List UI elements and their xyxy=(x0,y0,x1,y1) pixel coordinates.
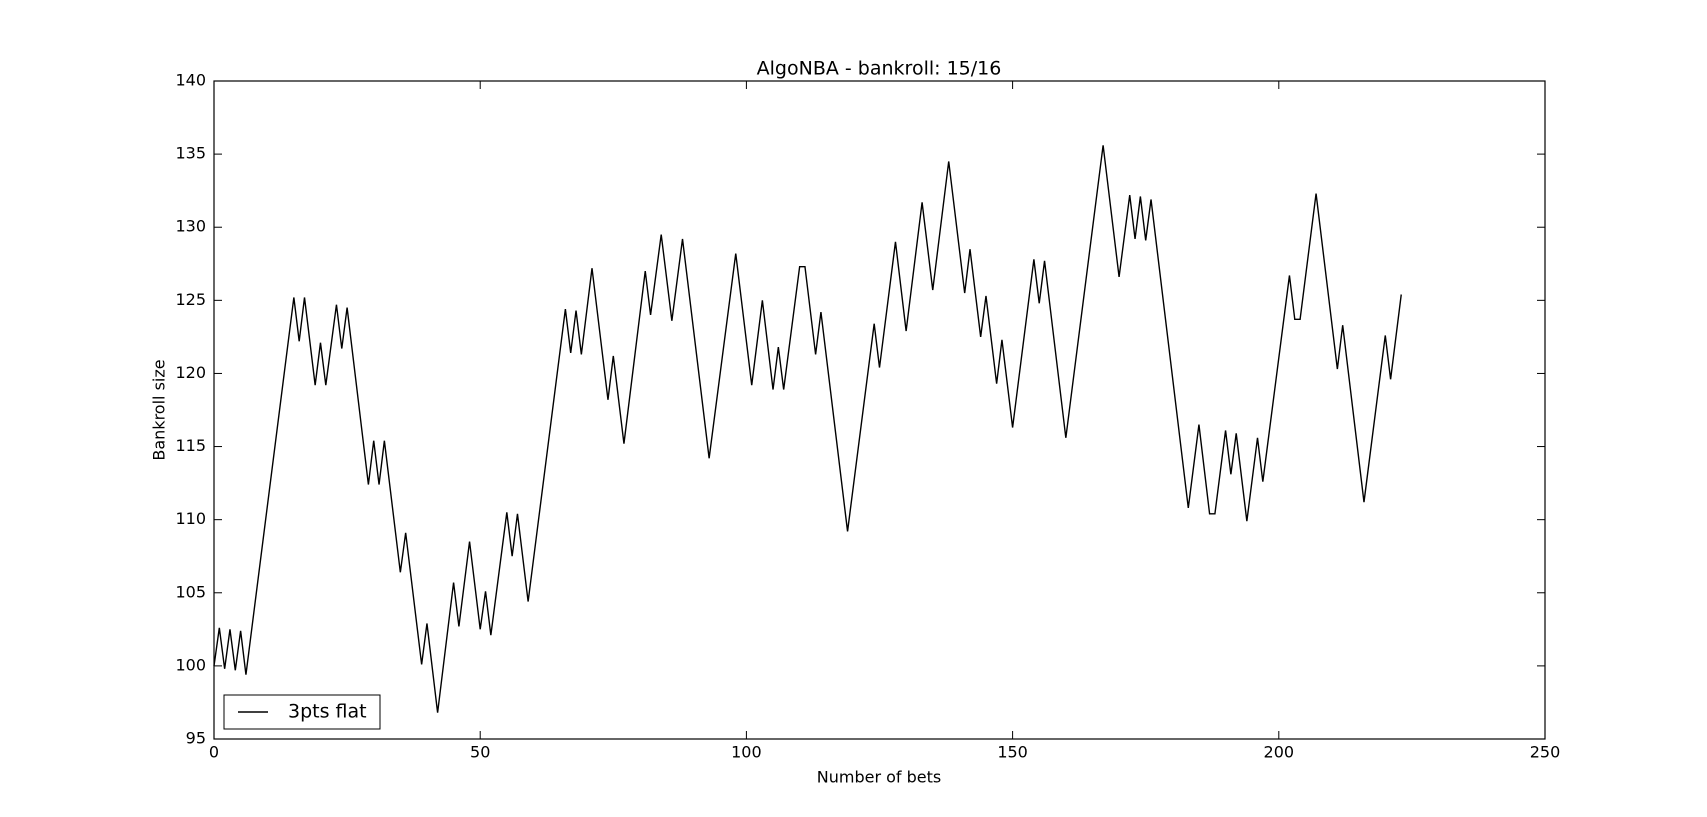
chart-title: AlgoNBA - bankroll: 15/16 xyxy=(757,58,1002,80)
y-tick-label: 140 xyxy=(175,71,206,90)
x-tick-label: 150 xyxy=(997,743,1028,762)
y-tick-label: 120 xyxy=(175,363,206,382)
y-tick-label: 100 xyxy=(175,655,206,674)
x-tick-label: 100 xyxy=(731,743,762,762)
plot-frame xyxy=(213,80,1546,740)
y-tick-label: 125 xyxy=(175,290,206,309)
y-axis-label: Bankroll size xyxy=(150,359,169,460)
x-tick-label: 250 xyxy=(1530,743,1561,762)
y-tick-label: 110 xyxy=(175,509,206,528)
x-tick-label: 200 xyxy=(1264,743,1295,762)
y-tick-label: 135 xyxy=(175,144,206,163)
data-line xyxy=(213,145,1402,713)
y-tick-label: 130 xyxy=(175,217,206,236)
y-tick-label: 105 xyxy=(175,582,206,601)
x-axis-label: Number of bets xyxy=(817,768,941,787)
x-tick-label: 0 xyxy=(209,743,219,762)
x-tick-label: 50 xyxy=(470,743,490,762)
y-tick-label: 95 xyxy=(186,729,206,748)
legend-label: 3pts flat xyxy=(288,701,367,723)
y-tick-label: 115 xyxy=(175,436,206,455)
